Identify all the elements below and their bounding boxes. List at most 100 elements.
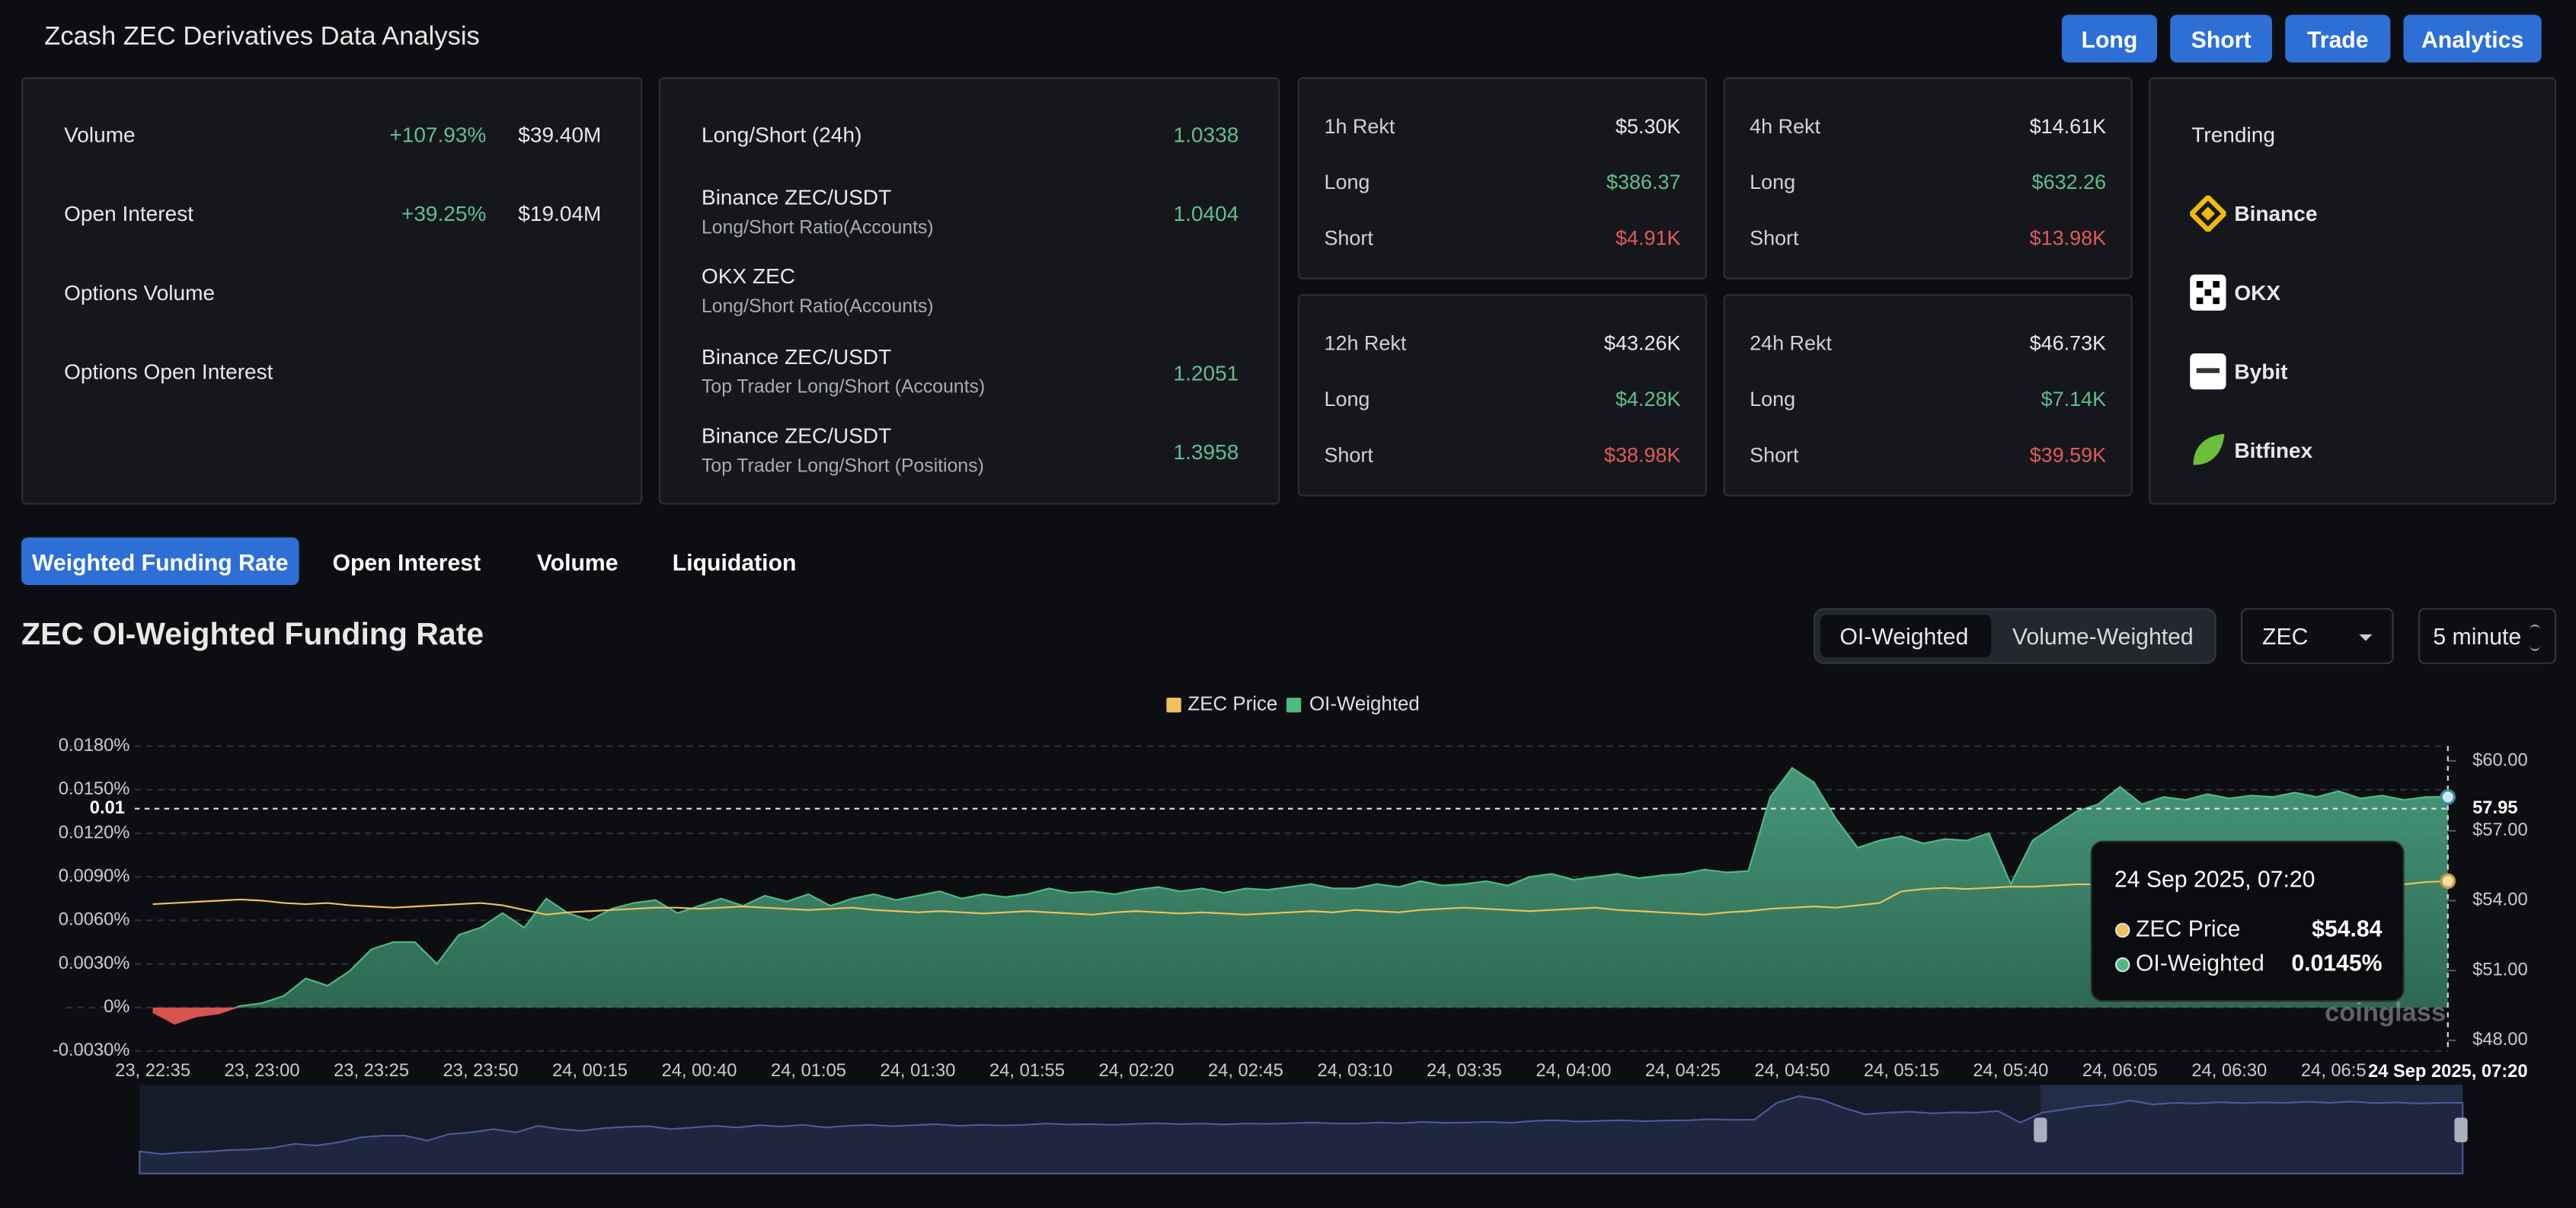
legend-swatch: [1286, 697, 1302, 713]
chart-title: ZEC OI-Weighted Funding Rate: [21, 618, 484, 653]
y-tick-label: 0.0120%: [59, 823, 130, 842]
spinner: [2530, 624, 2540, 651]
ratio-subtitle: Top Trader Long/Short (Positions): [701, 456, 984, 477]
x-tick-label: 24, 03:35: [1427, 1061, 1502, 1081]
rekt-long-label: Long: [1750, 388, 1796, 411]
ratio-title: Long/Short (24h): [701, 122, 862, 148]
rekt-title: 4h Rekt: [1750, 115, 1821, 139]
rekt-title: 12h Rekt: [1324, 331, 1407, 356]
y-tick-label: -0.0030%: [53, 1040, 130, 1060]
ratio-value: 1.2051: [1173, 360, 1239, 385]
x-tick-label: 23, 23:50: [443, 1061, 519, 1081]
metric-label: Open Interest: [64, 201, 194, 226]
point-marker: [2440, 789, 2456, 805]
x-tick-label: 24, 04:50: [1754, 1061, 1830, 1081]
rekt-short-label: Short: [1324, 226, 1373, 250]
rekt-short-label: Short: [1750, 443, 1799, 467]
toggle[interactable]: OI-Weighted: [1839, 622, 1969, 650]
y-tick-label: 0.0180%: [59, 736, 130, 756]
ratio-subtitle: Top Trader Long/Short (Accounts): [701, 377, 986, 398]
nav-button[interactable]: Long: [2061, 14, 2157, 62]
metric-value: $19.04M: [518, 201, 602, 226]
crosshair-label-bg: [2457, 795, 2530, 822]
crosshair-label-bg: [2365, 1056, 2530, 1088]
nav-button[interactable]: Analytics: [2403, 14, 2542, 62]
rekt-card: 4h Rekt $14.61K Long $632.26 Short $13.98K: [1723, 77, 2133, 280]
ratio-value: 1.0338: [1173, 122, 1239, 148]
rekt-total: $46.73K: [2029, 331, 2107, 356]
rekt-long: $386.37: [1606, 171, 1681, 194]
rekt-short: $13.98K: [2029, 226, 2107, 250]
navigator-handle: [2034, 1117, 2047, 1142]
tab[interactable]: Volume: [536, 548, 618, 575]
tooltip-dot: [2114, 957, 2130, 973]
rekt-total: $5.30K: [1616, 115, 1681, 139]
tab[interactable]: Weighted Funding Rate: [21, 537, 299, 586]
tooltip-name: OI-Weighted: [2136, 951, 2264, 976]
tooltip-dot: [2114, 922, 2130, 938]
x-tick-label: 24, 06:30: [2191, 1061, 2267, 1081]
rekt-long-label: Long: [1324, 388, 1370, 411]
nav-button[interactable]: Short: [2170, 14, 2272, 62]
tooltip-value: $54.84: [2312, 916, 2383, 941]
crosshair-label-bg: [78, 797, 135, 820]
x-tick-label: 23, 23:00: [225, 1061, 300, 1081]
rekt-card: 12h Rekt $43.26K Long $4.28K Short $38.98K: [1297, 294, 1708, 497]
rekt-long: $632.26: [2031, 171, 2107, 194]
rekt-long-label: Long: [1324, 171, 1370, 194]
x-tick-label: 23, 22:35: [115, 1061, 190, 1081]
metric-change: +39.25%: [401, 201, 487, 226]
nav-button[interactable]: Trade: [2285, 14, 2391, 62]
rekt-short: $38.98K: [1604, 443, 1681, 467]
rekt-short-label: Short: [1750, 226, 1799, 250]
x-tick-label: 24, 01:05: [771, 1061, 846, 1081]
crosshair-right-label: 57.95: [2472, 798, 2517, 818]
ratio-subtitle: Long/Short Ratio(Accounts): [701, 218, 934, 238]
symbol-select[interactable]: ZEC: [2240, 608, 2394, 664]
x-tick-label: 24, 01:55: [989, 1061, 1065, 1081]
trending-title: Trending: [2191, 122, 2275, 148]
tooltip: [2090, 840, 2405, 1002]
metric-label: Volume: [64, 122, 136, 148]
crosshair-x-label: 24 Sep 2025, 07:20: [2368, 1062, 2528, 1082]
x-tick-label: 24, 04:00: [1536, 1061, 1611, 1081]
toggle-group: OI-Weighted Volume-Weighted: [1814, 608, 2216, 664]
x-tick-label: 24, 02:45: [1208, 1061, 1283, 1081]
exchange-icon: [2193, 433, 2225, 465]
y2-tick-label: $54.00: [2472, 890, 2528, 910]
y-tick-label: 0.0030%: [59, 954, 130, 973]
ratio-card: Long/Short (24h) 1.0338 Binance ZEC/USDT Lo…: [658, 77, 1280, 505]
interval-select[interactable]: 5 minute: [2418, 608, 2557, 664]
tab[interactable]: Liquidation: [672, 548, 797, 575]
toggle[interactable]: Volume-Weighted: [2012, 622, 2194, 650]
trending-card: Trending Binance OKX Bybit Bitfinex: [2149, 77, 2557, 505]
rekt-short: $39.59K: [2029, 443, 2107, 467]
rekt-title: 24h Rekt: [1750, 331, 1832, 356]
legend-label: ZEC Price: [1187, 694, 1277, 715]
rekt-card: 24h Rekt $46.73K Long $7.14K Short $39.59K: [1723, 294, 2133, 497]
exchange-name: Bybit: [2234, 359, 2288, 384]
rekt-card: 1h Rekt $5.30K Long $386.37 Short $4.91K: [1297, 77, 1708, 280]
page-title: Zcash ZEC Derivatives Data Analysis: [44, 23, 480, 51]
caret: [2359, 634, 2373, 641]
y-tick-label: 0.0060%: [59, 910, 130, 930]
metric-value: $39.40M: [518, 122, 602, 148]
tab[interactable]: Open Interest: [332, 548, 481, 575]
ratio-value: 1.3958: [1173, 439, 1239, 465]
metric-label: Options Open Interest: [64, 359, 273, 384]
x-tick-label: 24, 06:55: [2301, 1061, 2376, 1081]
tooltip-title: 24 Sep 2025, 07:20: [2114, 868, 2315, 893]
navigator-area: [139, 1095, 2464, 1174]
x-tick-label: 24, 01:30: [881, 1061, 956, 1081]
x-tick-label: 24, 05:15: [1864, 1061, 1939, 1081]
exchange-icon: [2190, 195, 2226, 232]
exchange-name: OKX: [2234, 280, 2281, 305]
y2-tick-label: $48.00: [2472, 1030, 2528, 1050]
x-tick-label: 24, 05:40: [1973, 1061, 2048, 1081]
toggle-active: [1820, 615, 1992, 658]
y2-tick-label: $57.00: [2472, 820, 2528, 840]
y-tick-label: 0%: [104, 997, 129, 1017]
ratio-value: 1.0404: [1173, 201, 1239, 226]
